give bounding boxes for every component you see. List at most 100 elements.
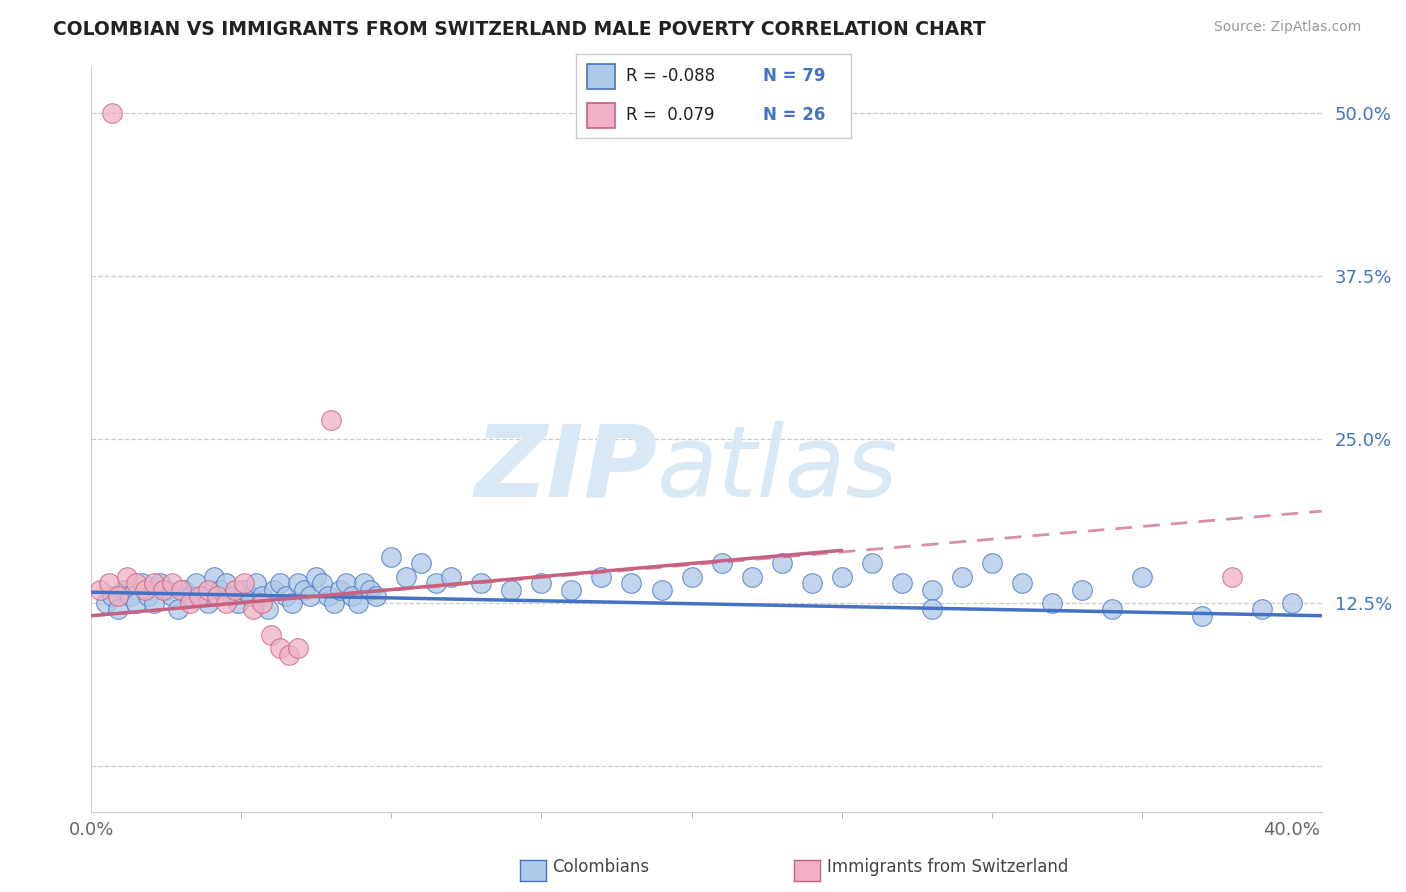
Text: Colombians: Colombians bbox=[553, 858, 650, 876]
Point bbox=[143, 596, 166, 610]
Point bbox=[101, 105, 124, 120]
Point bbox=[245, 576, 267, 591]
Point bbox=[287, 641, 309, 656]
Point bbox=[162, 589, 184, 603]
Point bbox=[311, 576, 333, 591]
Point bbox=[107, 602, 129, 616]
Text: atlas: atlas bbox=[657, 421, 898, 517]
Point bbox=[287, 576, 309, 591]
Point bbox=[197, 596, 219, 610]
Text: ZIP: ZIP bbox=[474, 421, 657, 517]
Point bbox=[323, 596, 346, 610]
Point bbox=[152, 582, 174, 597]
Point bbox=[770, 557, 793, 571]
Text: R =  0.079: R = 0.079 bbox=[626, 106, 714, 124]
Point bbox=[395, 569, 418, 583]
Text: Immigrants from Switzerland: Immigrants from Switzerland bbox=[827, 858, 1069, 876]
Point bbox=[1281, 596, 1303, 610]
FancyBboxPatch shape bbox=[588, 63, 614, 89]
Point bbox=[501, 582, 523, 597]
Point bbox=[921, 602, 943, 616]
Point bbox=[112, 582, 135, 597]
Point bbox=[197, 582, 219, 597]
Point bbox=[560, 582, 582, 597]
Point bbox=[321, 413, 343, 427]
Point bbox=[202, 569, 225, 583]
Point bbox=[342, 589, 364, 603]
Point bbox=[125, 576, 148, 591]
Point bbox=[207, 589, 229, 603]
FancyBboxPatch shape bbox=[588, 103, 614, 128]
Point bbox=[134, 582, 156, 597]
Text: N = 79: N = 79 bbox=[763, 68, 825, 86]
Point bbox=[800, 576, 823, 591]
Point bbox=[281, 596, 304, 610]
Point bbox=[170, 582, 193, 597]
Point bbox=[224, 582, 246, 597]
Point bbox=[950, 569, 973, 583]
Point bbox=[380, 549, 402, 564]
Point bbox=[143, 576, 166, 591]
Point bbox=[191, 589, 214, 603]
Point bbox=[239, 589, 262, 603]
Point bbox=[650, 582, 672, 597]
Point bbox=[252, 589, 274, 603]
Point bbox=[1040, 596, 1063, 610]
Point bbox=[117, 569, 139, 583]
Point bbox=[278, 648, 301, 662]
Point bbox=[591, 569, 613, 583]
Point bbox=[440, 569, 463, 583]
Point bbox=[470, 576, 492, 591]
Point bbox=[107, 589, 129, 603]
Text: R = -0.088: R = -0.088 bbox=[626, 68, 714, 86]
Text: Source: ZipAtlas.com: Source: ZipAtlas.com bbox=[1213, 20, 1361, 34]
Point bbox=[1011, 576, 1033, 591]
Point bbox=[1101, 602, 1123, 616]
Point bbox=[173, 582, 195, 597]
Point bbox=[329, 582, 352, 597]
Point bbox=[1070, 582, 1092, 597]
Point bbox=[155, 582, 177, 597]
Point bbox=[221, 589, 243, 603]
Point bbox=[425, 576, 447, 591]
Point bbox=[260, 628, 283, 642]
Point bbox=[831, 569, 853, 583]
Point bbox=[131, 576, 153, 591]
Point bbox=[359, 582, 381, 597]
Point bbox=[318, 589, 340, 603]
Point bbox=[215, 596, 238, 610]
Point bbox=[125, 596, 148, 610]
Point bbox=[1250, 602, 1272, 616]
Point bbox=[188, 589, 211, 603]
Point bbox=[411, 557, 433, 571]
Point bbox=[179, 596, 201, 610]
Point bbox=[257, 602, 280, 616]
Text: N = 26: N = 26 bbox=[763, 106, 825, 124]
Point bbox=[179, 589, 201, 603]
Point bbox=[269, 576, 291, 591]
Point bbox=[96, 596, 118, 610]
Point bbox=[1130, 569, 1153, 583]
Point bbox=[263, 582, 285, 597]
Point bbox=[1191, 608, 1213, 623]
Point bbox=[149, 576, 172, 591]
Point bbox=[366, 589, 388, 603]
Point bbox=[681, 569, 703, 583]
Text: COLOMBIAN VS IMMIGRANTS FROM SWITZERLAND MALE POVERTY CORRELATION CHART: COLOMBIAN VS IMMIGRANTS FROM SWITZERLAND… bbox=[53, 20, 986, 38]
Point bbox=[980, 557, 1002, 571]
Point bbox=[138, 589, 160, 603]
Point bbox=[98, 576, 121, 591]
Point bbox=[620, 576, 643, 591]
Point bbox=[228, 596, 250, 610]
Point bbox=[741, 569, 763, 583]
Point bbox=[252, 596, 274, 610]
Point bbox=[530, 576, 553, 591]
Point bbox=[347, 596, 370, 610]
Point bbox=[276, 589, 298, 603]
Point bbox=[215, 576, 238, 591]
Point bbox=[269, 641, 291, 656]
Point bbox=[305, 569, 328, 583]
Point bbox=[89, 582, 111, 597]
Point bbox=[120, 589, 142, 603]
Point bbox=[101, 589, 124, 603]
